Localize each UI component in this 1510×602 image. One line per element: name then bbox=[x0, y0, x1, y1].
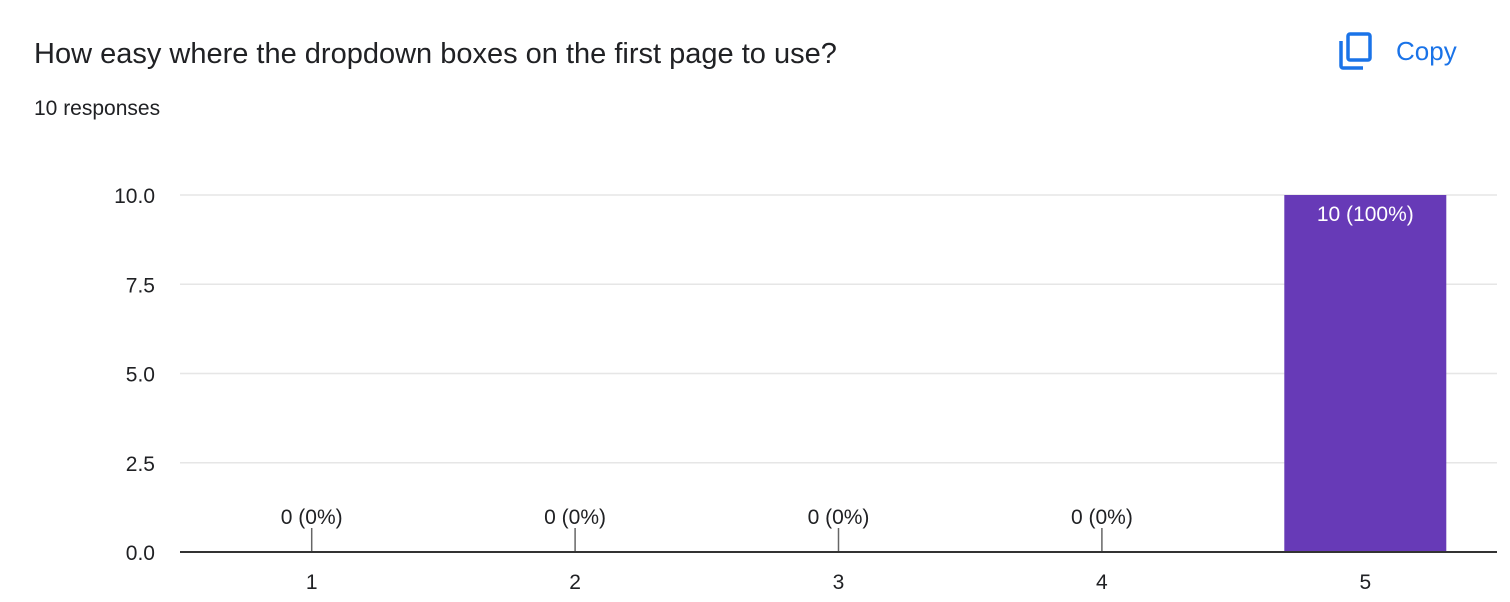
y-tick-label: 0.0 bbox=[126, 542, 155, 565]
copy-button[interactable]: Copy bbox=[1326, 26, 1469, 76]
bar bbox=[1284, 195, 1447, 552]
question-title: How easy where the dropdown boxes on the… bbox=[34, 38, 837, 70]
x-tick-label: 1 bbox=[306, 571, 318, 594]
x-tick-label: 4 bbox=[1096, 571, 1108, 594]
x-tick-label: 5 bbox=[1359, 571, 1371, 594]
copy-icon bbox=[1338, 31, 1374, 71]
y-axis-ticks: 0.0 2.5 5.0 7.5 10.0 bbox=[114, 185, 155, 565]
x-tick-label: 2 bbox=[569, 571, 581, 594]
y-tick-label: 5.0 bbox=[126, 364, 155, 387]
x-tick-label: 3 bbox=[833, 571, 845, 594]
gridlines bbox=[180, 194, 1497, 464]
copy-label: Copy bbox=[1396, 35, 1457, 66]
y-tick-label: 7.5 bbox=[126, 274, 155, 297]
y-tick-label: 2.5 bbox=[126, 453, 155, 476]
data-label: 0 (0%) bbox=[808, 506, 870, 529]
x-axis-ticks: 1 2 3 4 5 bbox=[306, 571, 1371, 594]
y-tick-label: 10.0 bbox=[114, 185, 155, 208]
response-count: 10 responses bbox=[34, 97, 161, 120]
data-label: 0 (0%) bbox=[544, 506, 606, 529]
data-label: 0 (0%) bbox=[1071, 506, 1133, 529]
bars bbox=[310, 195, 1447, 552]
data-label: 10 (100%) bbox=[1317, 203, 1414, 226]
data-labels: 0 (0%) 0 (0%) 0 (0%) 0 (0%) 10 (100%) bbox=[281, 203, 1414, 529]
data-label: 0 (0%) bbox=[281, 506, 343, 529]
